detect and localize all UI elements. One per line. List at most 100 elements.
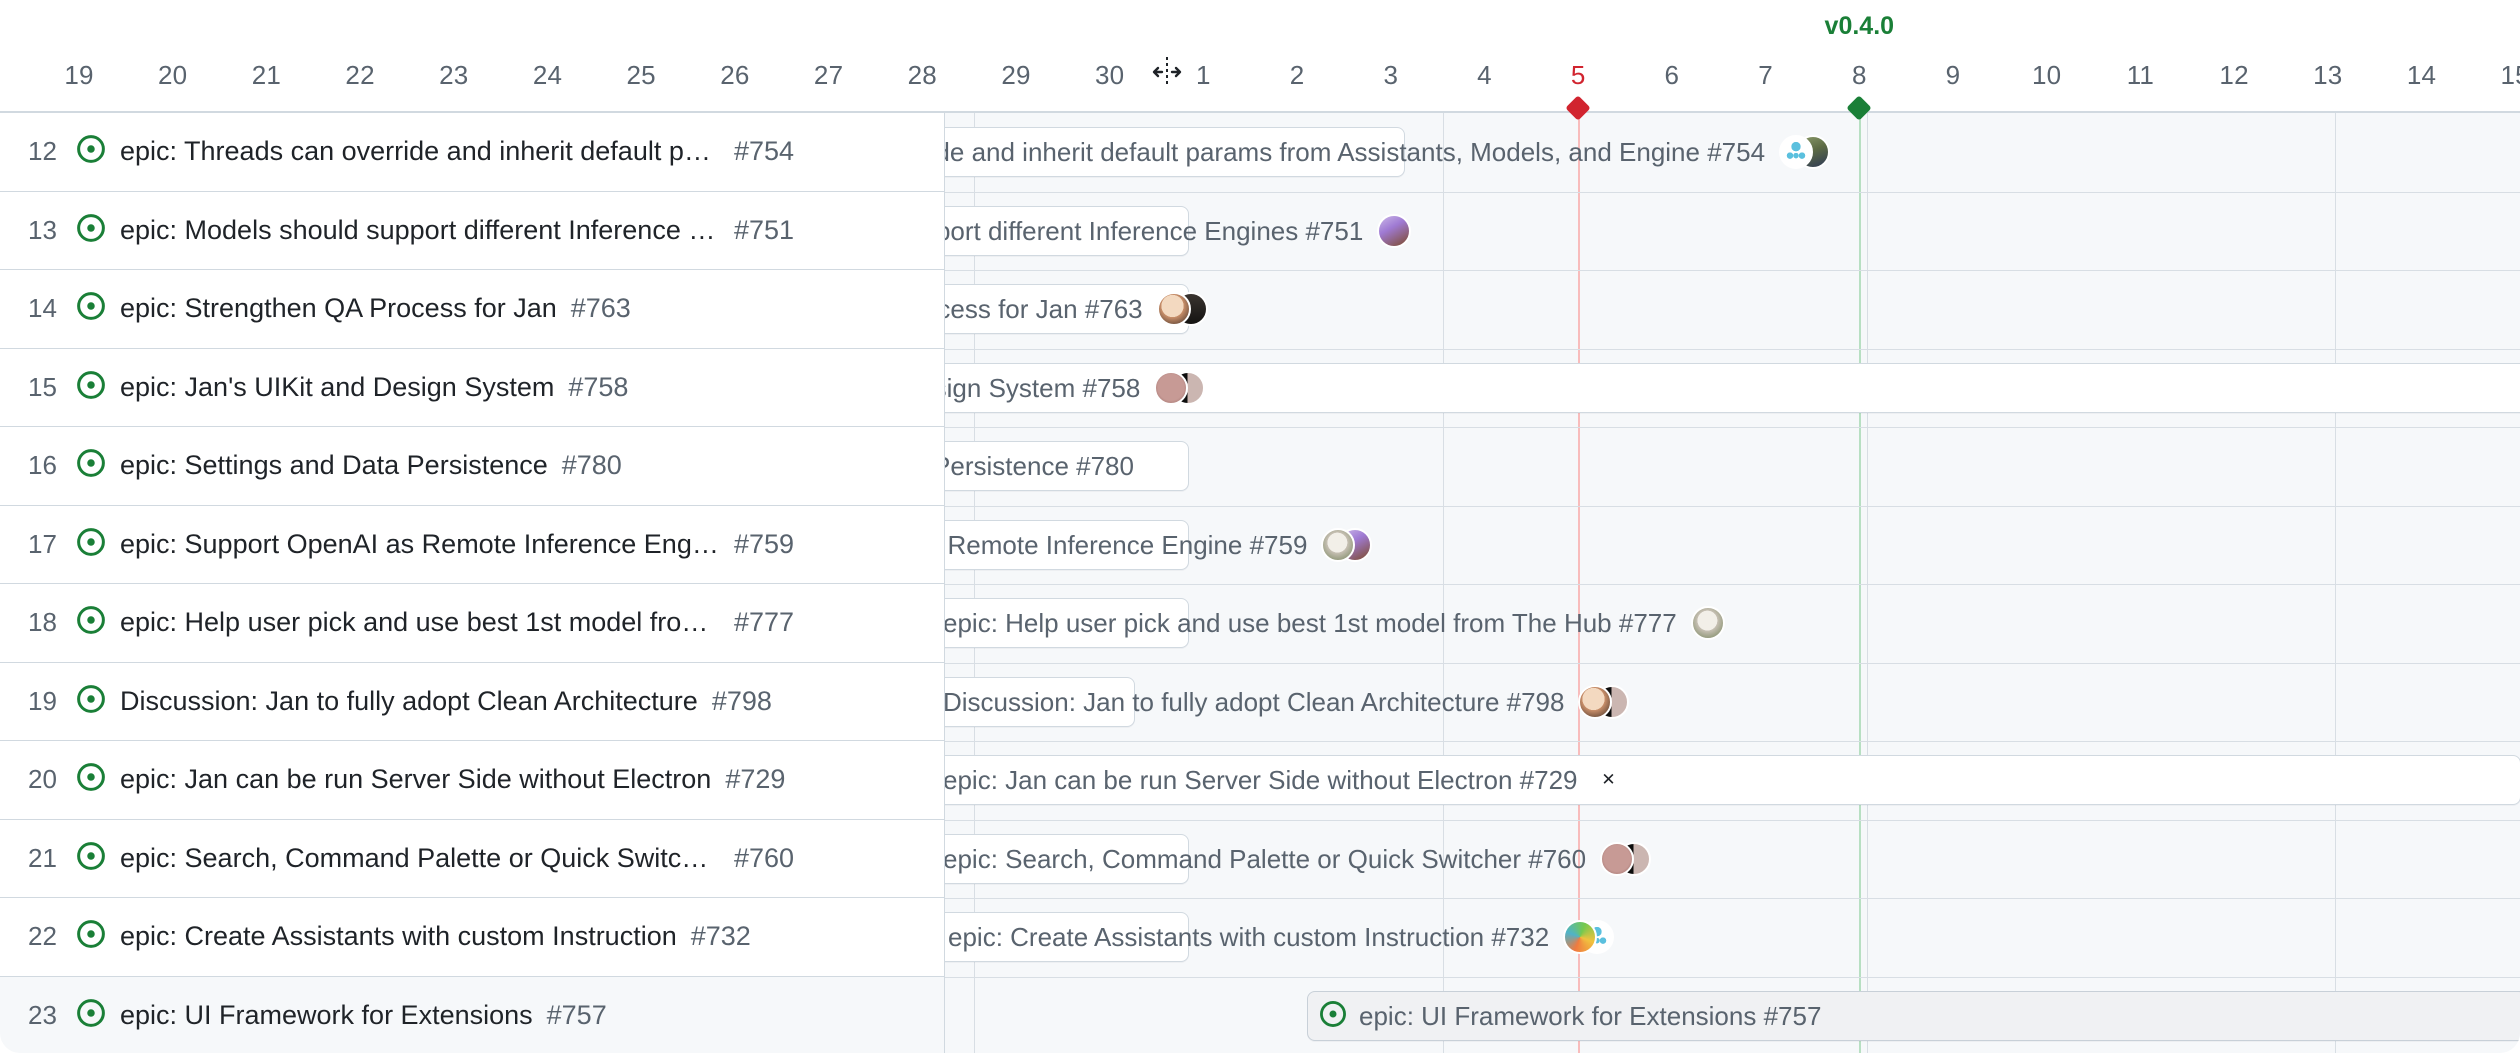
open-issue-icon xyxy=(76,527,106,562)
table-row[interactable]: 12 epic: Threads can override and inherit… xyxy=(0,113,944,192)
issue-title[interactable]: epic: Jan can be run Server Side without… xyxy=(120,764,712,795)
avatar[interactable] xyxy=(1563,920,1598,954)
grid-line xyxy=(2335,113,2336,1053)
table-row[interactable]: 20 epic: Jan can be run Server Side witho… xyxy=(0,741,944,820)
row-number-label: 19 xyxy=(28,685,57,716)
timeline-bar[interactable] xyxy=(945,284,1189,334)
issue-title[interactable]: epic: Support OpenAI as Remote Inference… xyxy=(120,528,720,559)
open-issue-icon xyxy=(76,291,106,326)
milestone-line xyxy=(1859,113,1862,1053)
timeline-bar-content[interactable]: Discussion: Jan to fully adopt Clean Arc… xyxy=(945,677,1630,727)
timeline-bar-content[interactable]: epic: UI Framework for Extensions #757 xyxy=(1319,991,1821,1041)
issue-title[interactable]: epic: Help user pick and use best 1st mo… xyxy=(120,607,720,638)
timeline-bar-content[interactable]: epic: Help user pick and use best 1st mo… xyxy=(945,598,1725,648)
avatar[interactable] xyxy=(1591,763,1626,797)
timeline-bar-content[interactable]: epic: Threads can override and inherit d… xyxy=(945,127,1831,177)
timeline-bar-label[interactable]: epic: Settings and Data Persistence #780 xyxy=(945,450,1134,481)
table-row[interactable]: 18 epic: Help user pick and use best 1st … xyxy=(0,584,944,663)
grid-line xyxy=(1867,113,1868,1053)
assignee-avatars[interactable] xyxy=(1154,371,1206,405)
timeline-bar-content[interactable]: epic: Models should support different In… xyxy=(945,206,1412,256)
milestone-label: v0.4.0 xyxy=(1824,12,1895,40)
assignee-avatars[interactable] xyxy=(1591,763,1626,797)
row-number-label: 16 xyxy=(28,450,57,481)
assignee-avatars[interactable] xyxy=(1563,920,1615,954)
issue-title[interactable]: epic: Strengthen QA Process for Jan xyxy=(120,293,557,324)
timeline-bar[interactable] xyxy=(945,598,1189,648)
timeline-bar-content[interactable]: epic: Jan can be run Server Side without… xyxy=(945,755,1626,805)
row-divider xyxy=(945,977,2520,978)
table-row[interactable]: 15 epic: Jan's UIKit and Design System #75… xyxy=(0,348,944,427)
timeline-bar[interactable] xyxy=(945,441,1189,491)
table-row[interactable]: 13 epic: Models should support different … xyxy=(0,191,944,270)
issue-title[interactable]: Discussion: Jan to fully adopt Clean Arc… xyxy=(120,685,698,716)
issue-title[interactable]: epic: Jan's UIKit and Design System xyxy=(120,371,555,402)
table-row[interactable]: 23 epic: UI Framework for Extensions #757 xyxy=(0,976,944,1053)
avatar[interactable] xyxy=(1690,606,1725,640)
issue-title[interactable]: epic: Threads can override and inherit d… xyxy=(120,136,720,167)
issue-title[interactable]: epic: UI Framework for Extensions xyxy=(120,999,533,1030)
timeline-bar-label[interactable]: epic: UI Framework for Extensions #757 xyxy=(1359,1000,1822,1031)
timeline-bar-label[interactable]: epic: Help user pick and use best 1st mo… xyxy=(945,607,1677,638)
issue-title[interactable]: epic: Settings and Data Persistence xyxy=(120,450,548,481)
grid-line xyxy=(1443,113,1444,1053)
table-row[interactable]: 14 epic: Strengthen QA Process for Jan #76… xyxy=(0,270,944,349)
timeline-bar-label[interactable]: epic: Models should support different In… xyxy=(945,215,1364,246)
avatar[interactable] xyxy=(1779,135,1814,169)
timeline-bar-content[interactable]: epic: Support OpenAI as Remote Inference… xyxy=(945,520,1373,570)
table-row[interactable]: 21 epic: Search, Command Palette or Quick… xyxy=(0,819,944,898)
timeline-bar[interactable] xyxy=(945,834,1189,884)
timeline-bar[interactable] xyxy=(945,520,1189,570)
timeline-bar-content[interactable]: epic: Settings and Data Persistence #780 xyxy=(945,441,1134,491)
issue-title[interactable]: epic: Models should support different In… xyxy=(120,214,720,245)
avatar[interactable] xyxy=(1578,685,1613,719)
assignee-avatars[interactable] xyxy=(1600,842,1652,876)
assignee-avatars[interactable] xyxy=(1690,606,1725,640)
assignee-avatars[interactable] xyxy=(1779,135,1831,169)
row-divider xyxy=(945,584,2520,585)
table-row[interactable]: 22 epic: Create Assistants with custom In… xyxy=(0,898,944,977)
timeline-bar-label[interactable]: Discussion: Jan to fully adopt Clean Arc… xyxy=(945,686,1565,717)
timeline-bar[interactable] xyxy=(945,912,1189,962)
table-row[interactable]: 19 Discussion: Jan to fully adopt Clean A… xyxy=(0,662,944,741)
avatar[interactable] xyxy=(1154,371,1189,405)
assignee-avatars[interactable] xyxy=(1578,685,1630,719)
timeline-bar-label[interactable]: epic: Create Assistants with custom Inst… xyxy=(948,921,1550,952)
timeline-bar-content[interactable]: epic: Jan's UIKit and Design System #758 xyxy=(945,363,1206,413)
timeline-bar[interactable] xyxy=(945,363,2520,413)
issue-number: #732 xyxy=(690,921,751,952)
timeline-bar-label[interactable]: epic: Threads can override and inherit d… xyxy=(945,136,1766,167)
timeline-bar-label[interactable]: epic: Support OpenAI as Remote Inference… xyxy=(945,529,1308,560)
open-issue-icon xyxy=(1319,1000,1347,1033)
timeline-header: v0.4.0 19 20 21 22 23 24 25 26 27 28 29 30 1 2 3 4 5 6 7 8 9… xyxy=(0,0,2520,113)
avatar[interactable] xyxy=(1321,528,1356,562)
timeline-bar[interactable] xyxy=(945,127,1405,177)
timeline-bar-content[interactable]: epic: Search, Command Palette or Quick S… xyxy=(945,834,1652,884)
timeline-bar-label[interactable]: epic: Jan's UIKit and Design System #758 xyxy=(945,372,1141,403)
assignee-avatars[interactable] xyxy=(1156,292,1208,326)
assignee-avatars[interactable] xyxy=(1377,214,1412,248)
day-tick: 23 xyxy=(439,60,469,90)
timeline-bar-content[interactable]: epic: Strengthen QA Process for Jan #763 xyxy=(945,284,1208,334)
table-row[interactable]: 17 epic: Support OpenAI as Remote Inferen… xyxy=(0,505,944,584)
grid-line xyxy=(974,113,975,1053)
timeline-bar[interactable] xyxy=(945,755,2520,805)
issue-number: #757 xyxy=(546,999,607,1030)
avatar[interactable] xyxy=(1600,842,1635,876)
timeline-bar[interactable] xyxy=(945,206,1189,256)
avatar[interactable] xyxy=(1377,214,1412,248)
timeline-panel: epic: Threads can override and inherit d… xyxy=(945,113,2520,1053)
timeline-bar-label[interactable]: epic: Jan can be run Server Side without… xyxy=(945,764,1578,795)
assignee-avatars[interactable] xyxy=(1321,528,1373,562)
timeline-bar[interactable] xyxy=(1307,991,2520,1041)
timeline-bar-content[interactable]: epic: Create Assistants with custom Inst… xyxy=(945,912,1615,962)
timeline-bar-label[interactable]: epic: Strengthen QA Process for Jan #763 xyxy=(945,293,1143,324)
day-tick: 20 xyxy=(158,60,188,90)
issue-title[interactable]: epic: Search, Command Palette or Quick S… xyxy=(120,842,720,873)
table-row[interactable]: 16 epic: Settings and Data Persistence #78… xyxy=(0,427,944,506)
timeline-bar[interactable] xyxy=(945,677,1135,727)
issue-title[interactable]: epic: Create Assistants with custom Inst… xyxy=(120,921,677,952)
avatar[interactable] xyxy=(1156,292,1191,326)
day-tick: 3 xyxy=(1383,60,1399,90)
timeline-bar-label[interactable]: epic: Search, Command Palette or Quick S… xyxy=(945,843,1587,874)
